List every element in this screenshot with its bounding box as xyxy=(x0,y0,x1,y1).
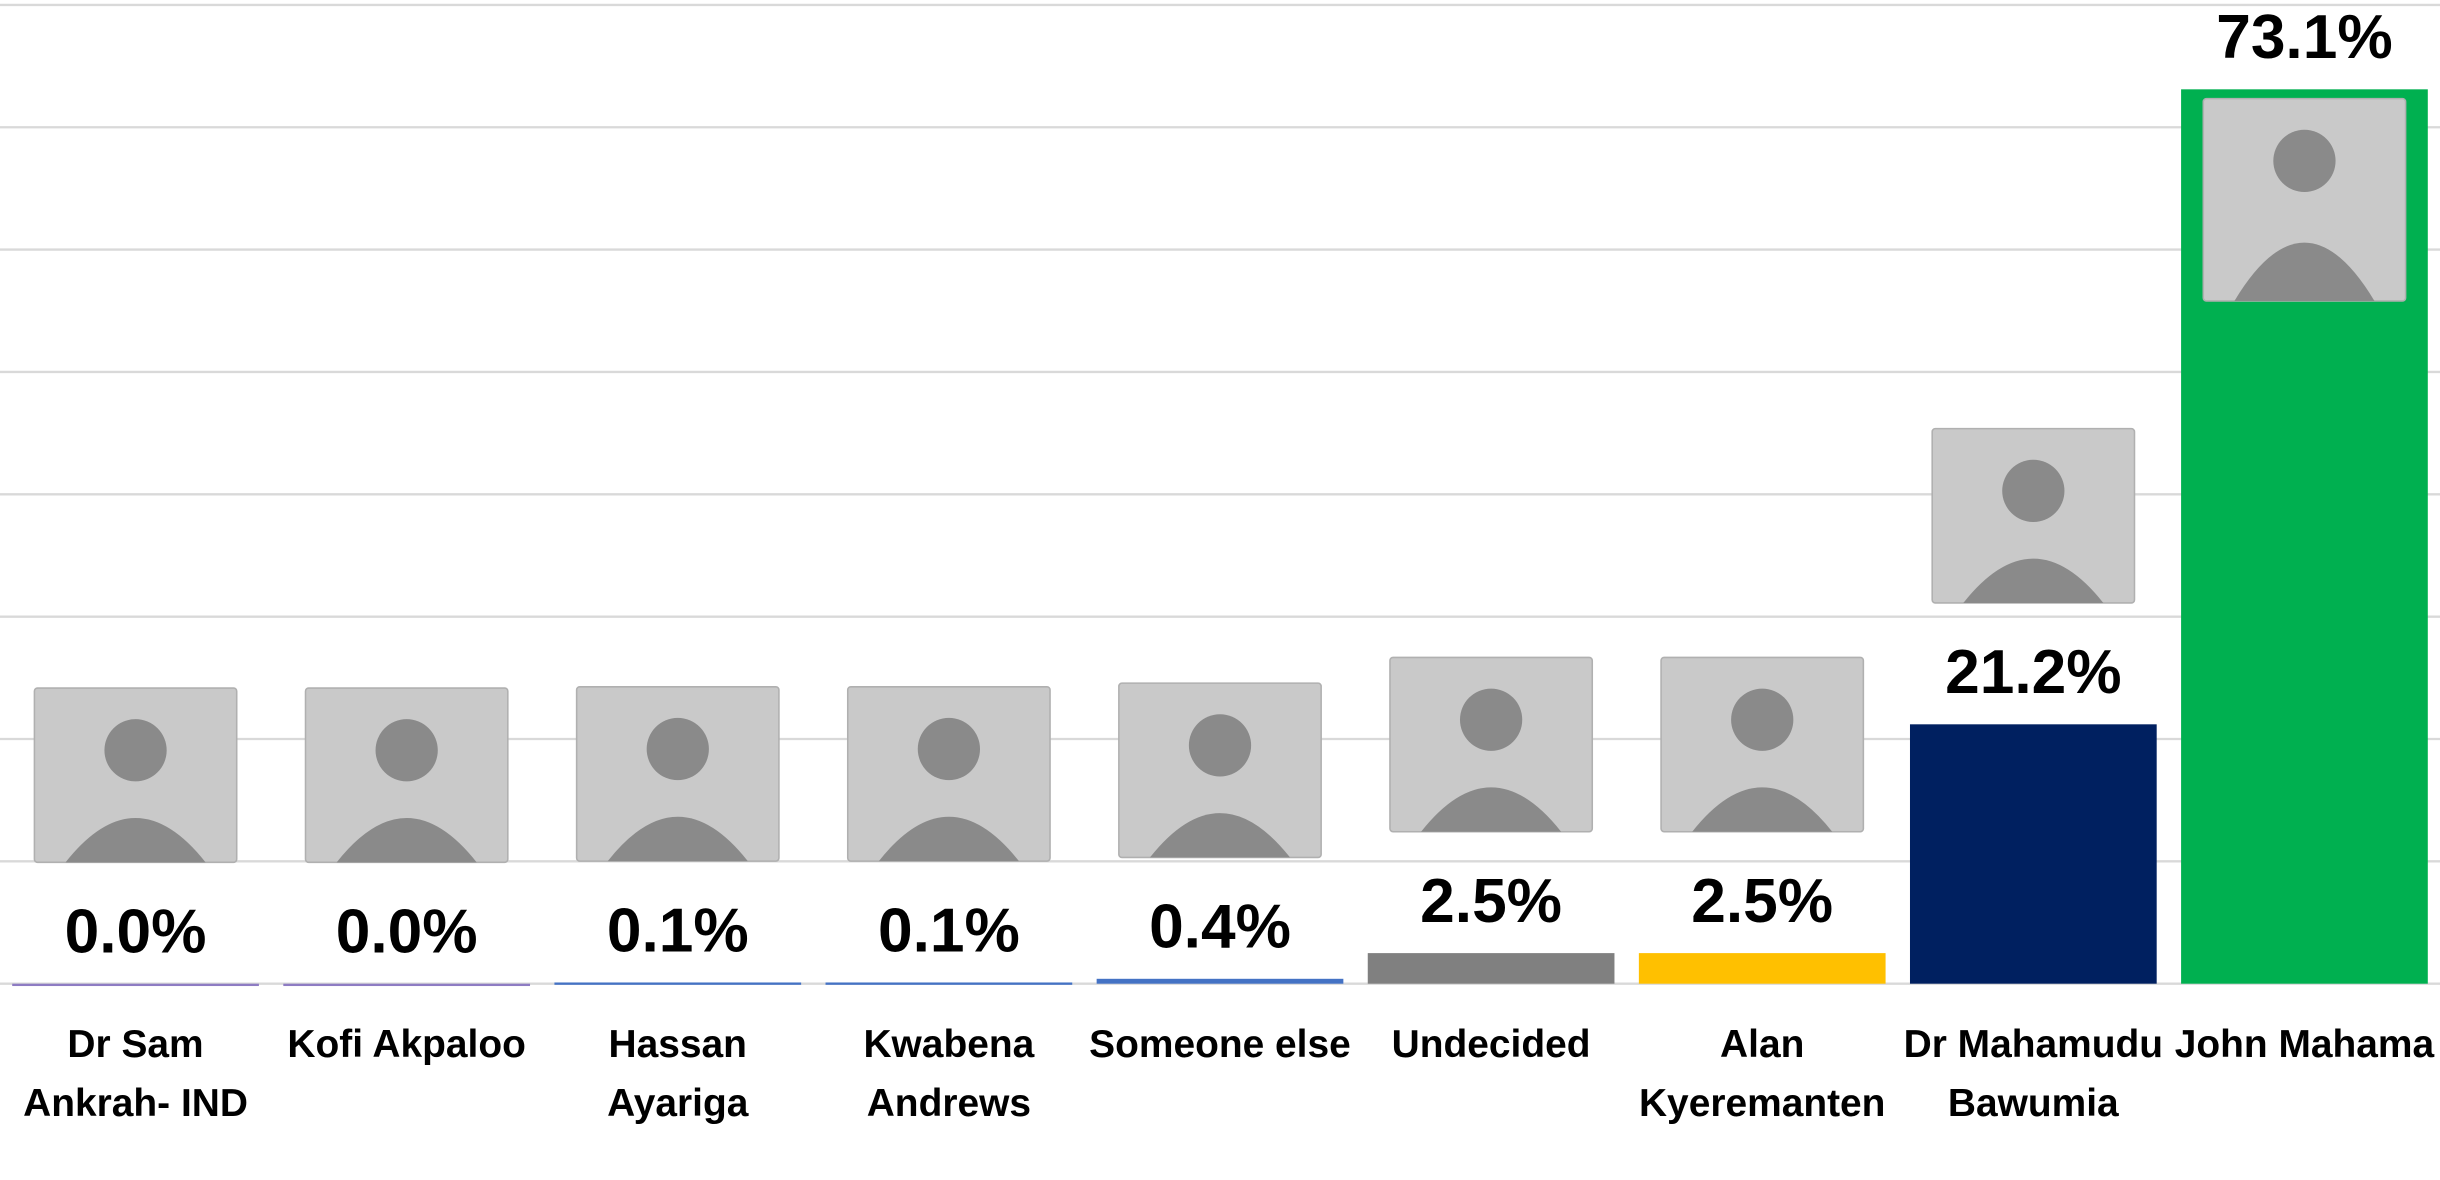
value-label: 73.1% xyxy=(2216,3,2392,72)
category-box: Hassan Ayariga xyxy=(542,1015,813,1180)
bar xyxy=(1639,953,1886,984)
photo-head xyxy=(647,718,709,780)
x-tick-label: Dr Sam Ankrah- IND xyxy=(0,1015,271,1133)
value-label: 0.4% xyxy=(1149,893,1291,962)
category-box: Dr Sam Ankrah- IND xyxy=(0,1015,271,1180)
category-box: Alan Kyeremanten xyxy=(1627,1015,1898,1180)
bar xyxy=(826,982,1073,984)
photo-head xyxy=(1189,714,1251,776)
category-box: Kwabena Andrews xyxy=(813,1015,1084,1180)
bar xyxy=(283,984,530,986)
category-box: Kofi Akpaloo xyxy=(271,1015,542,1180)
category-box: Someone else xyxy=(1084,1015,1355,1180)
value-label: 2.5% xyxy=(1420,867,1562,936)
page: {"chart_data": {"type": "bar", "categori… xyxy=(0,0,2440,1180)
value-label: 21.2% xyxy=(1945,638,2121,707)
bar xyxy=(1910,724,2157,983)
bar xyxy=(1368,953,1615,984)
value-label: 0.1% xyxy=(878,896,1020,965)
chart: 0.0% Dr Sam Ankrah- IND 0.0% Kofi Akpaloo 0.… xyxy=(0,0,2440,1180)
x-tick-label: Alan Kyeremanten xyxy=(1627,1015,1898,1133)
photo-head xyxy=(1460,689,1522,751)
x-tick-label: Someone else xyxy=(1084,1015,1355,1074)
photo-head xyxy=(2273,130,2335,192)
value-label: 0.0% xyxy=(65,898,207,967)
x-tick-label: John Mahama xyxy=(2169,1015,2440,1074)
bar xyxy=(1097,979,1344,984)
photo-head xyxy=(2002,460,2064,522)
x-tick-label: Kwabena Andrews xyxy=(813,1015,1084,1133)
value-label: 0.1% xyxy=(607,896,749,965)
category-box: John Mahama xyxy=(2169,1015,2440,1180)
x-tick-label: Undecided xyxy=(1356,1015,1627,1074)
bar xyxy=(554,982,801,984)
category-box: Undecided xyxy=(1356,1015,1627,1180)
bar xyxy=(12,984,259,986)
x-tick-label: Dr Mahamudu Bawumia xyxy=(1898,1015,2169,1133)
x-tick-label: Hassan Ayariga xyxy=(542,1015,813,1133)
value-label: 0.0% xyxy=(336,898,478,967)
value-label: 2.5% xyxy=(1691,867,1833,936)
photo-head xyxy=(1731,689,1793,751)
x-tick-label: Kofi Akpaloo xyxy=(271,1015,542,1074)
photo-head xyxy=(376,719,438,781)
category-box: Dr Mahamudu Bawumia xyxy=(1898,1015,2169,1180)
photo-head xyxy=(104,719,166,781)
photo-head xyxy=(918,718,980,780)
